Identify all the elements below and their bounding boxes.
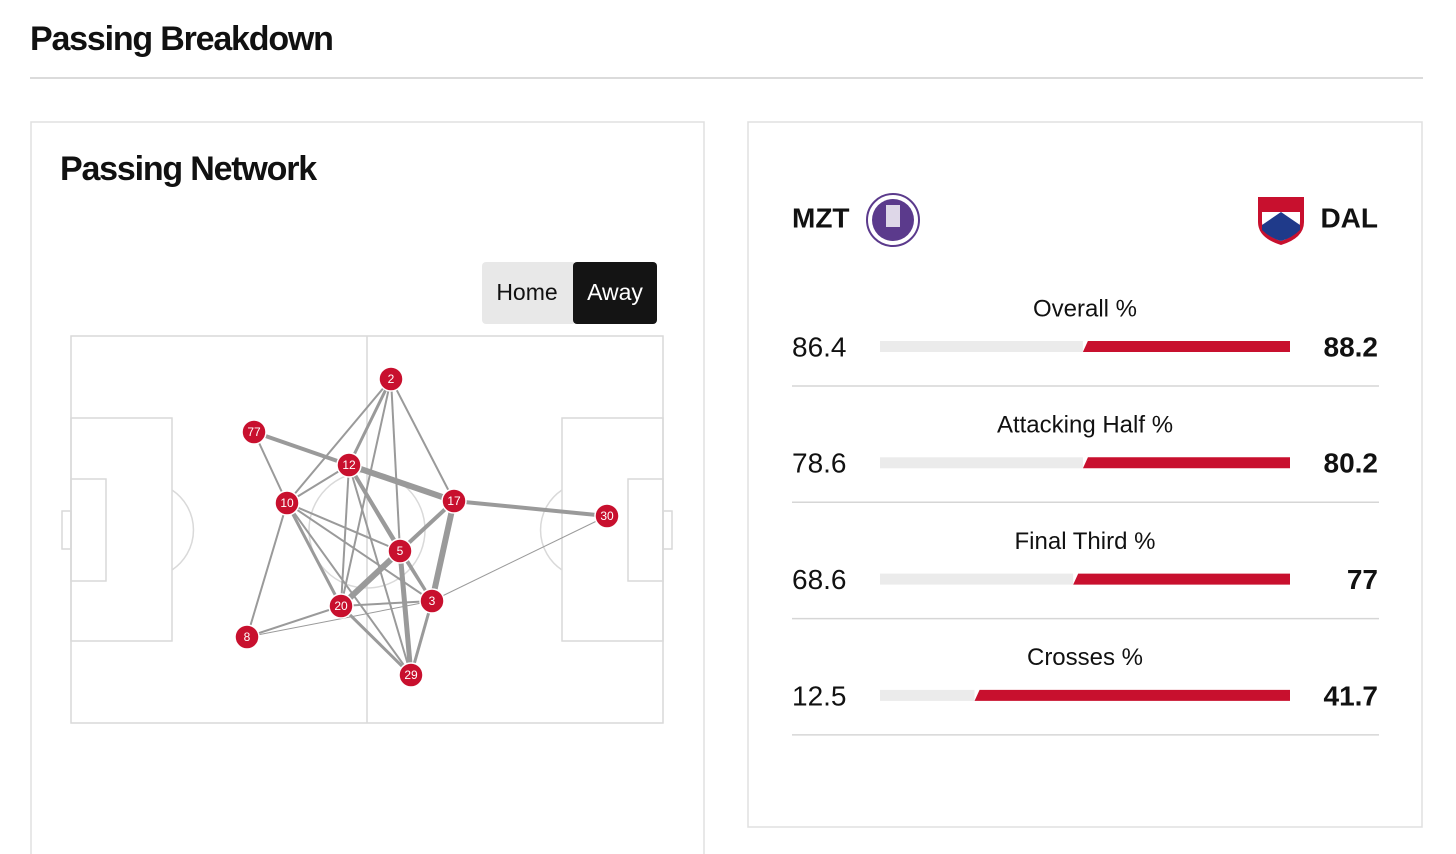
home-value: 78.6 xyxy=(792,448,847,479)
stat-label: Attacking Half % xyxy=(997,412,1173,439)
player-number: 12 xyxy=(342,458,356,472)
player-node xyxy=(336,452,362,478)
pass-edge xyxy=(340,600,433,607)
edges xyxy=(246,378,608,677)
away-value: 88.2 xyxy=(1324,331,1379,362)
pass-edge xyxy=(340,464,350,607)
player-number: 5 xyxy=(397,544,404,558)
player-node xyxy=(328,593,354,619)
home-button-label[interactable]: Home xyxy=(496,279,557,305)
stat-rows: Overall % 86.4 88.2 Attacking Half % 78.6 80.… xyxy=(792,295,1379,736)
away-value: 77 xyxy=(1347,564,1378,595)
home-bar xyxy=(880,457,1083,469)
away-bar xyxy=(1073,573,1290,585)
pass-edge xyxy=(253,430,350,467)
player-number: 17 xyxy=(447,494,461,508)
pass-edge xyxy=(246,600,433,638)
away-bar xyxy=(1082,457,1290,469)
player-node xyxy=(398,662,424,688)
away-value: 41.7 xyxy=(1324,680,1379,711)
stat-label: Final Third % xyxy=(1015,528,1156,555)
player-number: 30 xyxy=(600,509,614,523)
away-button[interactable] xyxy=(573,262,657,324)
away-value: 80.2 xyxy=(1324,448,1379,479)
pass-edge xyxy=(390,378,401,552)
pass-edge xyxy=(339,604,413,677)
network-title: Passing Network xyxy=(60,150,317,188)
player-number: 3 xyxy=(429,594,436,608)
pass-edge xyxy=(286,378,392,504)
pass-edge xyxy=(347,378,393,466)
toggle: Home Away xyxy=(482,262,657,324)
pass-edge xyxy=(286,502,412,676)
home-team: MZT xyxy=(792,202,850,233)
pass-edge xyxy=(397,550,414,676)
player-node xyxy=(234,624,260,650)
stat-label: Overall % xyxy=(1033,295,1137,322)
nodes: 2 77 12 10 17 30 5 3 20 8 29 xyxy=(234,366,620,688)
pass-edge xyxy=(390,378,455,502)
pitch xyxy=(61,335,673,724)
pass-edge xyxy=(286,502,401,552)
pass-edge xyxy=(431,515,608,602)
home-bar xyxy=(880,573,1074,585)
pass-edge xyxy=(285,502,343,607)
home-value: 12.5 xyxy=(792,680,847,711)
pass-edge xyxy=(253,431,288,504)
home-value: 68.6 xyxy=(792,564,847,595)
away-bar xyxy=(1082,341,1290,352)
player-node xyxy=(241,419,267,445)
player-node xyxy=(441,488,467,514)
home-logo xyxy=(866,193,920,247)
away-bar xyxy=(974,689,1290,701)
pass-edge xyxy=(409,600,434,676)
away-logo xyxy=(1258,197,1304,245)
player-number: 77 xyxy=(247,425,261,439)
player-number: 2 xyxy=(388,372,395,386)
home-button[interactable] xyxy=(482,262,576,324)
away-team: DAL xyxy=(1320,202,1378,233)
page-title: Passing Breakdown xyxy=(30,20,333,58)
player-node xyxy=(419,588,445,614)
home-bar xyxy=(880,341,1083,352)
network-card xyxy=(30,121,705,854)
pass-edge xyxy=(286,502,433,602)
pass-edge xyxy=(429,500,457,602)
player-number: 10 xyxy=(280,496,294,510)
player-node xyxy=(594,503,620,529)
pass-edge xyxy=(338,548,403,609)
stat-label: Crosses % xyxy=(1027,644,1143,671)
player-node xyxy=(378,366,404,392)
away-button-label[interactable]: Away xyxy=(587,279,643,305)
player-node xyxy=(274,490,300,516)
home-bar xyxy=(880,689,975,701)
stats-card xyxy=(747,121,1423,828)
pass-edge xyxy=(246,502,288,638)
player-number: 20 xyxy=(334,599,348,613)
pass-edge xyxy=(453,499,608,518)
player-number: 29 xyxy=(404,668,418,682)
pass-edge xyxy=(348,462,455,504)
home-value: 86.4 xyxy=(792,331,847,362)
pass-edge xyxy=(246,605,342,638)
player-node xyxy=(387,538,413,564)
player-number: 8 xyxy=(244,630,251,644)
